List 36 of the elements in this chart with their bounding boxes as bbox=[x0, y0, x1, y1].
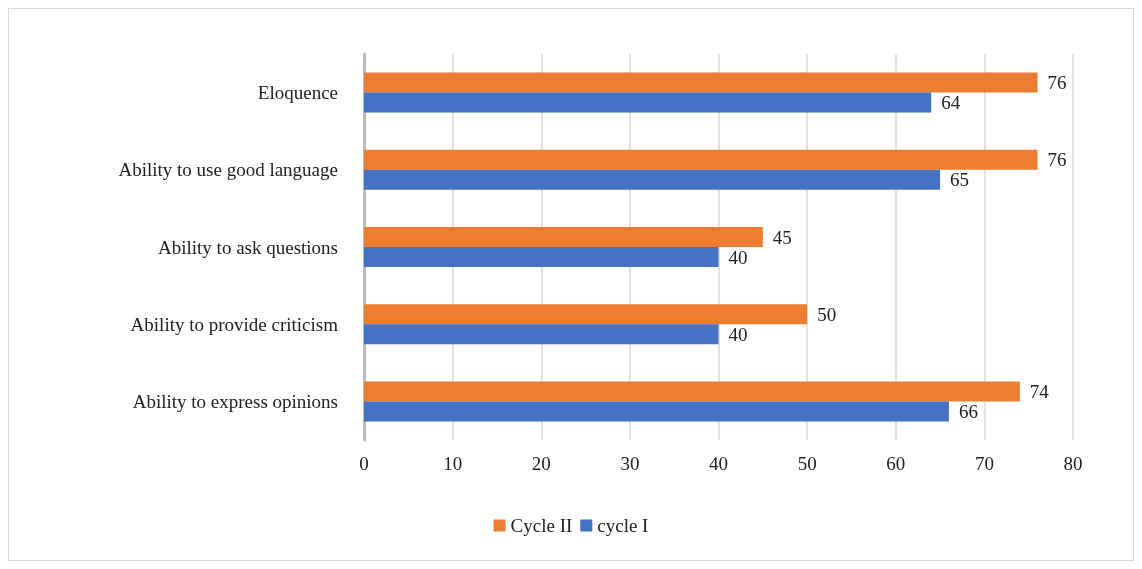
x-tick-label: 0 bbox=[359, 453, 369, 474]
data-label: 45 bbox=[772, 226, 792, 248]
data-label: 50 bbox=[817, 303, 837, 325]
bar bbox=[364, 381, 1020, 402]
bar bbox=[364, 401, 949, 422]
data-label: 65 bbox=[950, 169, 970, 191]
legend-label: Cycle II bbox=[510, 515, 573, 536]
data-label: 40 bbox=[728, 246, 748, 268]
data-label: 74 bbox=[1029, 380, 1050, 402]
bar bbox=[364, 227, 763, 247]
bar bbox=[364, 169, 941, 190]
x-tick-label: 10 bbox=[443, 453, 463, 474]
y-tick-label: Eloquence bbox=[257, 82, 338, 104]
data-label: 76 bbox=[1047, 72, 1067, 94]
data-label: 66 bbox=[958, 400, 978, 422]
x-tick-label: 50 bbox=[797, 453, 817, 474]
y-tick-label: Ability to provide criticism bbox=[130, 313, 339, 335]
x-tick-label: 40 bbox=[709, 453, 728, 474]
y-tick-label: Ability to express opinions bbox=[132, 390, 338, 412]
x-tick-label: 20 bbox=[531, 453, 551, 474]
bar bbox=[364, 92, 932, 113]
data-label: 64 bbox=[941, 92, 961, 114]
bar bbox=[364, 72, 1038, 93]
data-label: 76 bbox=[1047, 149, 1067, 171]
data-label: 40 bbox=[728, 323, 748, 345]
x-tick-label: 80 bbox=[1063, 453, 1083, 474]
bar bbox=[364, 149, 1038, 170]
x-tick-label: 60 bbox=[886, 453, 906, 474]
bar bbox=[364, 324, 719, 345]
legend-label: cycle I bbox=[597, 515, 649, 536]
x-tick-label: 70 bbox=[974, 453, 994, 474]
x-tick-label: 30 bbox=[620, 453, 640, 474]
y-tick-label: Ability to use good language bbox=[118, 159, 338, 181]
bar bbox=[364, 247, 719, 267]
bar bbox=[364, 304, 808, 325]
y-tick-label: Ability to ask questions bbox=[158, 236, 338, 258]
